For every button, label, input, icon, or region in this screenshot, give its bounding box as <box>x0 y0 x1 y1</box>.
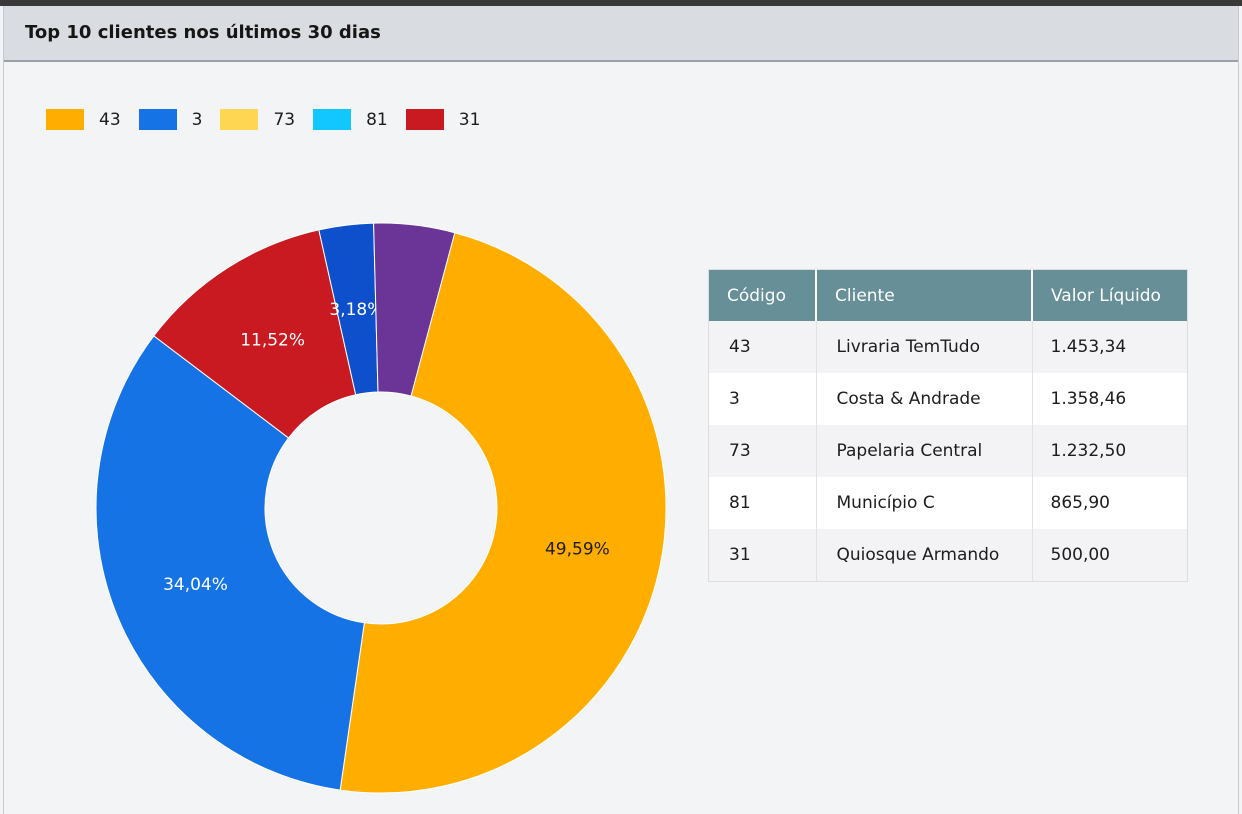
cell-cliente: Município C <box>816 477 1033 529</box>
column-header-codigo[interactable]: Código <box>708 269 817 321</box>
cell-codigo: 3 <box>708 373 817 425</box>
column-header-valor-liquido[interactable]: Valor Líquido <box>1032 269 1188 321</box>
donut-slice-1[interactable] <box>95 335 365 791</box>
legend-item[interactable]: 43 <box>46 109 121 130</box>
cell-cliente: Livraria TemTudo <box>816 321 1033 373</box>
window-top-bar <box>0 0 1242 6</box>
legend-label: 81 <box>366 109 388 130</box>
legend-item[interactable]: 31 <box>405 109 481 130</box>
donut-slice-2[interactable] <box>153 229 357 439</box>
cell-codigo: 31 <box>708 529 817 582</box>
donut-slice-0[interactable] <box>339 232 667 794</box>
cell-valor: 500,00 <box>1032 529 1188 582</box>
legend-item[interactable]: 3 <box>138 109 203 130</box>
legend-label: 73 <box>273 109 296 130</box>
cell-codigo: 73 <box>708 425 817 477</box>
clients-table: Código Cliente Valor Líquido 43 Livraria… <box>708 269 1188 582</box>
legend-swatch <box>46 109 84 130</box>
cell-cliente: Papelaria Central <box>816 425 1033 477</box>
cell-valor: 1.358,46 <box>1032 373 1188 425</box>
table-row[interactable]: 43 Livraria TemTudo 1.453,34 <box>708 321 1188 373</box>
cell-cliente: Quiosque Armando <box>816 529 1033 582</box>
legend-label: 31 <box>458 109 481 130</box>
legend-swatch <box>405 109 444 130</box>
panel-header: Top 10 clientes nos últimos 30 dias <box>4 6 1238 62</box>
table-row[interactable]: 73 Papelaria Central 1.232,50 <box>708 425 1188 477</box>
cell-codigo: 81 <box>708 477 817 529</box>
cell-codigo: 43 <box>708 321 817 373</box>
legend-item[interactable]: 73 <box>220 109 295 130</box>
table-row[interactable]: 81 Município C 865,90 <box>708 477 1188 529</box>
legend-swatch <box>220 109 259 130</box>
donut-slice-label-2: 11,52% <box>240 330 305 350</box>
cell-valor: 865,90 <box>1032 477 1188 529</box>
donut-slice-label-3: 3,18% <box>329 300 383 320</box>
legend-swatch <box>138 109 177 130</box>
donut-slice-label-1: 34,04% <box>163 575 228 595</box>
legend-label: 3 <box>191 109 203 130</box>
column-header-cliente[interactable]: Cliente <box>816 269 1033 321</box>
cell-cliente: Costa & Andrade <box>816 373 1033 425</box>
donut-slice-label-0: 49,59% <box>545 539 610 559</box>
panel-title: Top 10 clientes nos últimos 30 dias <box>25 22 381 43</box>
legend-swatch <box>313 109 352 130</box>
table-header-row: Código Cliente Valor Líquido <box>708 269 1188 321</box>
cell-valor: 1.453,34 <box>1032 321 1188 373</box>
donut-chart: 49,59% 34,04% 11,52% 3,18% <box>95 222 667 794</box>
legend-label: 43 <box>99 109 121 130</box>
table-row[interactable]: 31 Quiosque Armando 500,00 <box>708 529 1188 582</box>
donut-slice-4[interactable] <box>373 222 456 397</box>
cell-valor: 1.232,50 <box>1032 425 1188 477</box>
chart-legend: 43 3 73 81 31 <box>46 109 498 130</box>
table-row[interactable]: 3 Costa & Andrade 1.358,46 <box>708 373 1188 425</box>
legend-item[interactable]: 81 <box>313 109 388 130</box>
